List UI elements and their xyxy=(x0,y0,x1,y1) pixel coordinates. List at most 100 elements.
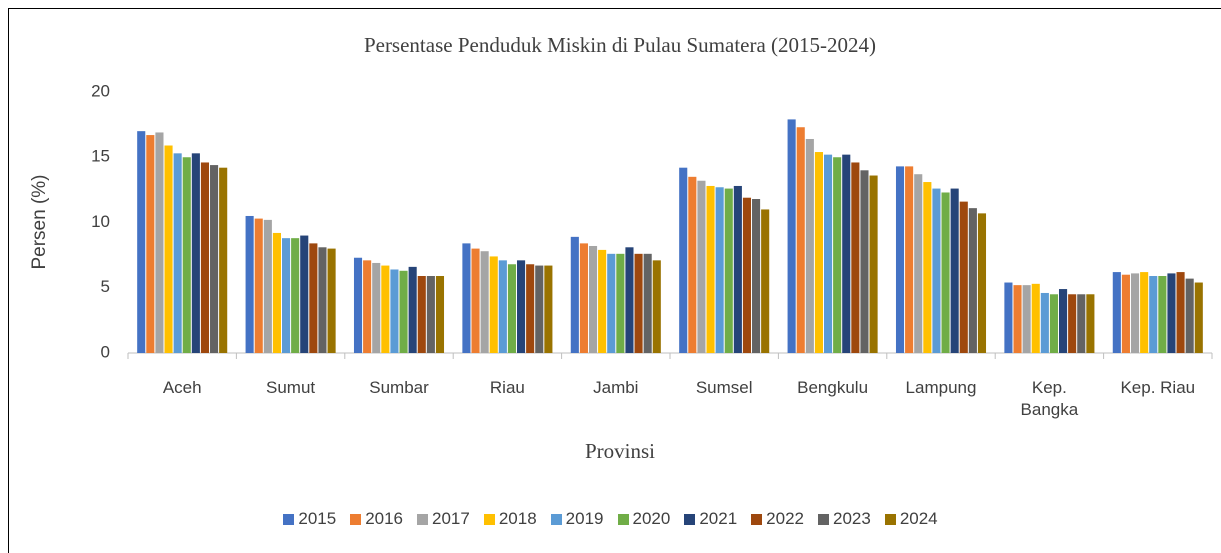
legend-swatch xyxy=(483,513,495,525)
bar xyxy=(327,248,336,353)
legend-swatch xyxy=(684,513,696,525)
bar xyxy=(842,154,851,353)
legend: 2015 2016 2017 2018 2019 2020 2021 2022 2023 2024 xyxy=(0,509,1221,529)
bar xyxy=(833,157,842,353)
legend-swatch xyxy=(283,513,295,525)
bar xyxy=(146,135,155,353)
bar xyxy=(480,251,489,353)
bar xyxy=(489,256,498,353)
bar xyxy=(1121,274,1130,353)
bar xyxy=(353,257,363,353)
bar xyxy=(1040,292,1049,353)
bar xyxy=(191,153,200,353)
bar xyxy=(408,266,417,353)
bar xyxy=(1068,294,1077,353)
bar xyxy=(507,264,517,353)
bar xyxy=(210,165,219,353)
bar xyxy=(752,199,761,353)
legend-label: 2015 xyxy=(298,509,337,528)
x-tick-label: Bengkulu xyxy=(797,378,869,397)
legend-label: 2020 xyxy=(632,509,671,528)
chart-title: Persentase Penduduk Miskin di Pulau Suma… xyxy=(364,33,876,57)
x-tick-label: Sumbar xyxy=(369,378,429,397)
bar xyxy=(625,247,634,353)
bar xyxy=(164,145,173,353)
legend-swatch xyxy=(417,513,429,525)
bar xyxy=(643,253,652,353)
legend-item: 2022 xyxy=(751,509,804,529)
bar xyxy=(1059,289,1068,353)
bar xyxy=(318,247,327,353)
bar xyxy=(742,197,752,353)
x-tick-label: Kep. Bangka xyxy=(1020,378,1079,419)
bar xyxy=(796,127,805,353)
bar xyxy=(715,187,724,353)
bar xyxy=(435,276,445,353)
x-tick-label: Aceh xyxy=(162,378,202,397)
bar xyxy=(733,185,742,353)
bar xyxy=(1194,282,1203,353)
legend-item: 2018 xyxy=(483,509,537,529)
bar xyxy=(697,180,706,353)
bar xyxy=(977,213,987,353)
bar xyxy=(281,238,291,353)
legend-item: 2017 xyxy=(417,509,470,529)
x-tick-label: Kep. Riau xyxy=(1120,378,1196,397)
bar xyxy=(363,260,372,353)
bar xyxy=(155,132,164,353)
bar xyxy=(895,166,905,353)
legend-item: 2021 xyxy=(684,509,737,529)
bar xyxy=(182,157,191,353)
bar xyxy=(761,209,770,353)
legend-item: 2024 xyxy=(884,509,938,529)
legend-swatch xyxy=(550,513,562,525)
bar xyxy=(851,162,860,353)
bar xyxy=(526,264,535,353)
bar xyxy=(923,182,932,353)
bar xyxy=(616,253,625,353)
bar xyxy=(968,208,977,353)
bar xyxy=(381,265,390,353)
bar xyxy=(1149,276,1158,353)
x-tick-label: Riau xyxy=(489,378,525,397)
bar xyxy=(814,152,823,353)
bar xyxy=(724,188,733,353)
bar xyxy=(544,265,553,353)
legend-item: 2016 xyxy=(350,509,403,529)
y-tick-label: 20 xyxy=(91,81,110,100)
bar xyxy=(399,270,408,353)
bar xyxy=(805,138,814,353)
x-axis-title: Provinsi xyxy=(585,439,655,463)
bar xyxy=(471,248,480,353)
legend-label: 2017 xyxy=(432,509,470,528)
bar xyxy=(219,167,228,353)
bar xyxy=(1158,276,1167,353)
bar xyxy=(688,176,697,353)
bar xyxy=(200,162,210,353)
y-tick-label: 5 xyxy=(101,277,110,296)
bar xyxy=(1004,282,1013,353)
bar xyxy=(291,238,300,353)
bar xyxy=(570,236,579,353)
bar xyxy=(309,243,318,353)
bar xyxy=(869,175,878,353)
bar xyxy=(245,215,254,353)
y-tick-label: 0 xyxy=(101,342,110,361)
legend-swatch xyxy=(617,513,629,525)
legend-item: 2023 xyxy=(817,509,871,529)
bar xyxy=(263,219,272,353)
bar xyxy=(1167,273,1176,353)
bar xyxy=(372,262,381,353)
legend-swatch xyxy=(817,513,829,525)
bar xyxy=(607,253,616,353)
bar xyxy=(1049,294,1059,353)
y-tick-label: 15 xyxy=(91,147,110,166)
bar xyxy=(787,119,796,353)
bar xyxy=(905,166,914,353)
legend-item: 2015 xyxy=(283,509,336,529)
bar xyxy=(959,201,968,353)
bar xyxy=(1185,278,1194,353)
legend-item: 2019 xyxy=(550,509,604,529)
bar xyxy=(679,167,688,353)
